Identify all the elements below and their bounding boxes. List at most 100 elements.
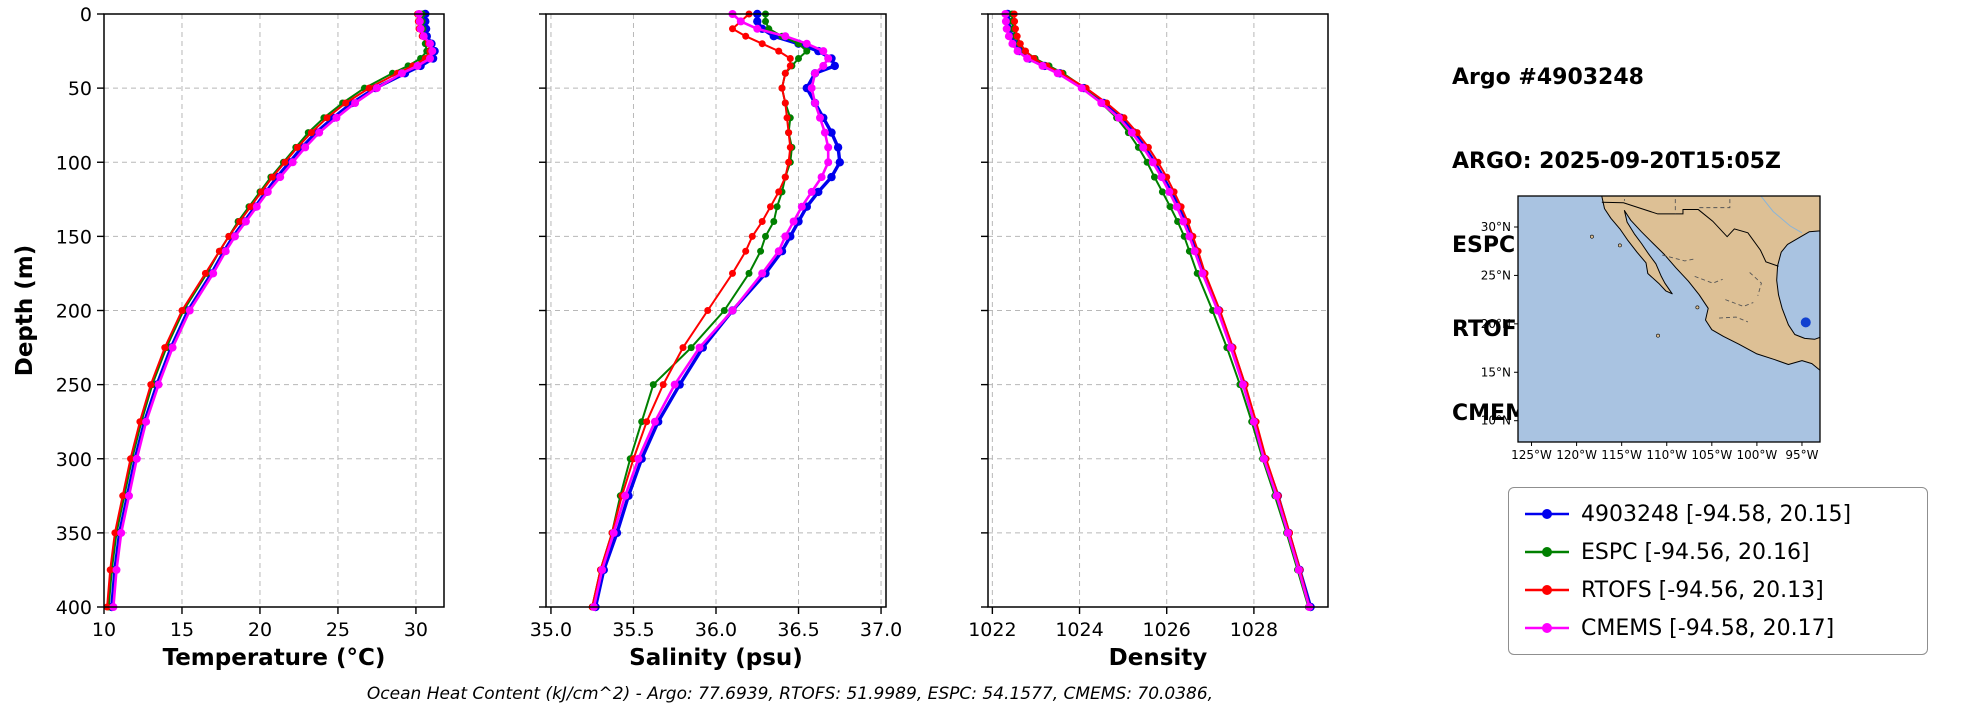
data-point: [1259, 454, 1268, 463]
data-point: [1166, 203, 1174, 211]
x-tick-label: 30: [404, 619, 428, 641]
data-point: [241, 217, 250, 226]
data-point: [807, 187, 816, 196]
data-point: [720, 307, 728, 314]
data-point: [426, 39, 434, 48]
state-border: [1749, 272, 1762, 296]
x-axis-label: Density: [1109, 645, 1208, 671]
x-tick-label: 10: [92, 619, 116, 641]
grid-lines: [988, 13, 1328, 608]
data-point: [231, 232, 239, 241]
data-point: [659, 381, 667, 389]
data-point: [785, 129, 793, 137]
legend-label: 4903248 [-94.58, 20.15]: [1581, 501, 1852, 527]
data-point: [225, 232, 233, 240]
data-point: [778, 84, 786, 92]
x-tick-label: 25: [326, 619, 350, 641]
data-point: [1239, 380, 1247, 389]
data-point: [236, 218, 244, 225]
series-CMEMS: [1001, 10, 1314, 611]
axis-ticks: 1022 1024 1026 1028: [968, 13, 1278, 641]
data-point: [1165, 187, 1174, 196]
data-point: [679, 344, 687, 352]
data-point: [301, 143, 310, 152]
data-point: [1179, 217, 1188, 226]
data-point: [781, 232, 790, 241]
data-point: [342, 99, 350, 107]
data-point: [824, 158, 833, 167]
data-point: [762, 232, 769, 240]
data-point: [1053, 69, 1062, 78]
data-point: [397, 69, 406, 78]
axis-ticks: 35.0 35.5 36.0 36.5 37.0: [530, 13, 902, 641]
data-point: [1127, 128, 1136, 137]
y-tick-label: 0: [80, 4, 92, 26]
map-lon-label: 120°W: [1556, 448, 1597, 462]
island: [1656, 333, 1660, 338]
data-point: [748, 232, 756, 240]
map-lon-label: 110°W: [1646, 448, 1687, 462]
data-point: [372, 84, 381, 93]
map-lat-label: 25°N: [1481, 268, 1511, 282]
data-point: [775, 47, 783, 55]
data-point: [767, 203, 774, 211]
data-point: [281, 158, 289, 166]
data-point: [781, 99, 789, 107]
data-point: [1198, 269, 1207, 278]
y-tick-label: 400: [56, 597, 92, 619]
data-point: [1011, 17, 1019, 25]
data-point: [215, 247, 223, 255]
y-tick-label: 350: [56, 523, 92, 545]
data-point: [811, 99, 819, 107]
data-point: [1077, 84, 1086, 93]
data-point: [803, 47, 811, 55]
ocean-heat-content-caption: Ocean Heat Content (kJ/cm^2) - Argo: 77.…: [366, 684, 1214, 704]
data-point: [136, 418, 144, 426]
data-point: [315, 128, 324, 137]
data-point: [1008, 39, 1017, 48]
data-point: [119, 492, 127, 500]
data-point: [827, 172, 836, 182]
data-point: [781, 173, 789, 181]
data-point: [209, 269, 218, 278]
data-point: [1283, 528, 1292, 537]
data-point: [351, 99, 360, 107]
data-point: [1174, 218, 1182, 225]
legend-label: RTOFS [-94.56, 20.13]: [1581, 577, 1824, 603]
data-point: [774, 247, 783, 256]
series-line: [1004, 13, 1311, 608]
map-lon-label: 115°W: [1601, 448, 1642, 462]
data-point: [742, 32, 750, 40]
data-point: [428, 47, 437, 56]
data-point: [307, 129, 315, 137]
data-point: [416, 24, 425, 33]
data-point: [773, 203, 781, 211]
x-axis-label: Salinity (psu): [629, 645, 803, 671]
data-point: [824, 143, 833, 152]
data-point: [268, 173, 276, 181]
data-point: [729, 269, 736, 277]
data-point: [1213, 306, 1222, 315]
data-point: [161, 344, 169, 352]
data-point: [786, 62, 794, 70]
data-point: [426, 54, 434, 63]
state-border: [1662, 254, 1695, 262]
data-point: [621, 491, 630, 500]
data-point: [736, 17, 745, 26]
data-point: [786, 55, 794, 62]
data-point: [112, 565, 121, 574]
map-lon-label: 125°W: [1511, 448, 1552, 462]
data-point: [247, 203, 255, 211]
grid-lines: [103, 13, 444, 608]
island: [1617, 243, 1622, 248]
data-point: [830, 61, 839, 71]
x-tick-label: 36.0: [695, 619, 737, 641]
data-point: [1023, 54, 1032, 63]
data-point: [786, 143, 794, 151]
data-point: [670, 380, 679, 389]
data-point: [147, 381, 155, 389]
state-border: [1697, 196, 1731, 209]
data-point: [1157, 173, 1166, 182]
island: [1590, 234, 1594, 239]
map-lon-label: 105°W: [1691, 448, 1732, 462]
